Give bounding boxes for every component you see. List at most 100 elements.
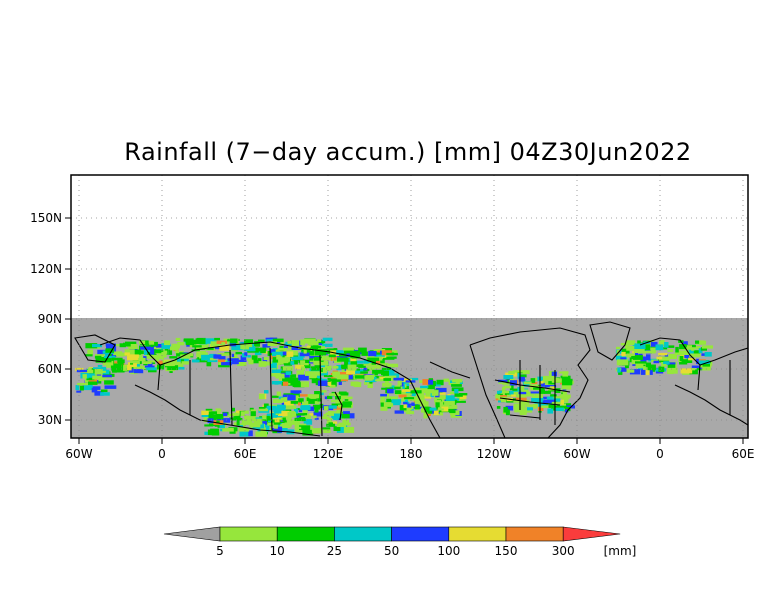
rain-patch <box>415 394 425 401</box>
rain-patch <box>390 402 401 406</box>
rain-patch <box>509 380 517 386</box>
rain-patch <box>305 413 310 417</box>
rain-patch <box>105 348 115 353</box>
rain-patch <box>211 432 220 436</box>
rain-patch <box>270 412 283 419</box>
rain-patch <box>618 367 627 372</box>
rain-patch <box>219 425 225 429</box>
rain-patch <box>658 356 671 361</box>
rain-patch <box>559 371 569 374</box>
colorbar-label: 5 <box>216 544 224 558</box>
rain-patch <box>323 360 329 365</box>
rain-patch <box>533 403 538 409</box>
rain-patch <box>534 392 544 399</box>
rain-patch <box>695 340 700 344</box>
rain-patch <box>98 378 106 382</box>
rain-patch <box>311 428 323 434</box>
rain-patch <box>455 400 466 403</box>
rain-patch <box>145 345 157 350</box>
rain-patch <box>333 356 337 361</box>
rain-patch <box>303 419 313 425</box>
rain-patch <box>214 417 222 423</box>
rain-patch <box>298 374 309 381</box>
rain-patch <box>271 369 282 373</box>
rain-patch <box>333 426 341 431</box>
rain-patch <box>503 385 512 389</box>
rain-patch <box>192 345 202 348</box>
rain-patch <box>400 391 412 397</box>
rain-patch <box>281 373 285 379</box>
rain-patch <box>127 354 139 361</box>
rain-patch <box>324 396 329 400</box>
rain-patch <box>549 386 556 391</box>
rain-patch <box>214 337 220 341</box>
rain-patch <box>217 353 230 356</box>
rain-patch <box>123 364 132 371</box>
rain-patch <box>537 406 544 411</box>
rain-patch <box>333 360 342 363</box>
rain-patch <box>514 408 521 413</box>
rain-patch <box>133 349 142 355</box>
rain-patch <box>271 381 284 385</box>
colorbar-label: 150 <box>495 544 518 558</box>
rain-patch <box>104 385 117 389</box>
rain-patch <box>698 348 703 354</box>
rain-patch <box>315 380 319 386</box>
rain-patch <box>449 391 455 395</box>
x-tick-label: 120E <box>313 447 344 461</box>
rain-patch <box>119 343 126 348</box>
rain-patch <box>679 355 684 362</box>
rain-patch <box>693 346 700 350</box>
rain-patch <box>285 371 291 375</box>
rain-patch <box>321 356 326 360</box>
rain-patch <box>88 381 98 385</box>
rain-patch <box>266 414 270 421</box>
rain-patch <box>551 401 561 405</box>
rain-patch <box>242 410 249 414</box>
rain-patch <box>439 401 444 407</box>
rain-patch <box>278 410 290 417</box>
rain-patch <box>266 347 271 350</box>
rain-patch <box>100 389 108 393</box>
rain-patch <box>431 390 439 396</box>
rain-patch <box>689 350 701 356</box>
rain-patch <box>320 371 328 376</box>
rain-patch <box>272 360 277 366</box>
rain-patch <box>540 381 544 384</box>
rain-patch <box>100 392 110 396</box>
rain-patch <box>263 403 269 408</box>
rain-patch <box>300 381 309 388</box>
rain-patch <box>156 356 159 362</box>
rain-patch <box>299 425 311 431</box>
rain-patch <box>281 372 290 379</box>
rain-patch <box>254 350 262 356</box>
rain-patch <box>375 379 387 382</box>
rain-patch <box>381 350 392 356</box>
y-tick-label: 150N <box>30 211 62 225</box>
rain-patch <box>168 349 173 355</box>
rain-patch <box>702 365 711 371</box>
rain-patch <box>277 347 287 351</box>
rain-patch <box>616 359 629 366</box>
rain-patch <box>343 411 350 414</box>
rain-patch <box>550 394 557 397</box>
rain-patch <box>561 403 566 408</box>
rain-patch <box>517 373 521 379</box>
rain-patch <box>617 367 621 373</box>
rain-patch <box>369 381 373 384</box>
rain-patch <box>428 378 433 381</box>
rain-patch <box>497 390 503 395</box>
rain-patch <box>328 405 337 409</box>
rain-patch <box>343 349 355 354</box>
rain-patch <box>376 362 389 367</box>
rain-patch <box>381 370 385 376</box>
rain-patch <box>331 403 343 409</box>
rain-patch <box>538 403 549 407</box>
rain-patch <box>554 388 561 393</box>
rain-patch <box>296 370 304 377</box>
rain-patch <box>562 371 568 377</box>
y-tick-label: 60N <box>38 362 62 376</box>
rain-patch <box>553 396 563 399</box>
rain-patch <box>684 354 694 359</box>
rain-patch <box>231 344 244 351</box>
